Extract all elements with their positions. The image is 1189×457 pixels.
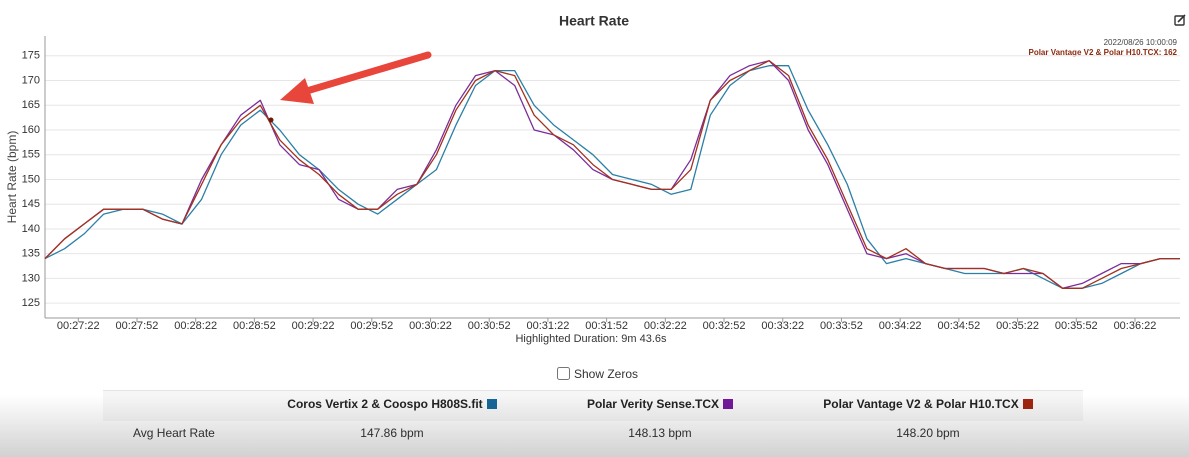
x-tick-label: 00:29:22 — [292, 320, 335, 332]
tooltip-label: Polar Vantage V2 & Polar H10.TCX: 162 — [1028, 48, 1177, 57]
show-zeros-control[interactable]: Show Zeros — [557, 367, 638, 381]
x-tick-label: 00:33:22 — [761, 320, 804, 332]
avg-value: 148.13 bpm — [628, 426, 692, 440]
series-line — [44, 65, 1180, 289]
edit-icon[interactable] — [1174, 14, 1186, 26]
tooltip-date: 2022/08/26 10:00:09 — [1104, 38, 1178, 47]
x-tick-label: 00:29:52 — [350, 320, 393, 332]
legend-swatch — [723, 399, 734, 409]
y-tick-label: 175 — [22, 50, 40, 62]
avg-value: 147.86 bpm — [360, 426, 424, 440]
x-tick-label: 00:31:22 — [527, 320, 570, 332]
x-tick-label: 00:35:22 — [996, 320, 1039, 332]
y-tick-label: 170 — [22, 74, 40, 86]
show-zeros-label: Show Zeros — [574, 367, 639, 381]
legend-swatch — [486, 399, 497, 409]
y-tick-label: 150 — [22, 173, 40, 185]
y-tick-label: 140 — [22, 223, 40, 235]
y-tick-label: 155 — [22, 149, 40, 161]
x-tick-label: 00:34:22 — [879, 320, 922, 332]
y-tick-label: 145 — [22, 198, 40, 210]
x-axis-label: Highlighted Duration: 9m 43.6s — [515, 333, 667, 345]
series-line — [44, 60, 1180, 289]
chart-title: Heart Rate — [559, 13, 629, 29]
y-tick-label: 165 — [22, 99, 40, 111]
x-tick-label: 00:27:52 — [116, 320, 159, 332]
hover-marker — [268, 117, 274, 123]
x-tick-label: 00:28:52 — [233, 320, 276, 332]
x-tick-label: 00:35:52 — [1055, 320, 1098, 332]
x-tick-label: 00:27:22 — [57, 320, 100, 332]
avg-value: 148.20 bpm — [896, 426, 960, 440]
x-tick-label: 00:32:52 — [703, 320, 746, 332]
x-tick-label: 00:33:52 — [820, 320, 863, 332]
y-tick-label: 130 — [22, 272, 40, 284]
legend-label: Polar Vantage V2 & Polar H10.TCX — [823, 397, 1019, 411]
annotation-arrow — [280, 51, 432, 104]
row-label: Avg Heart Rate — [133, 426, 215, 440]
legend-label: Coros Vertix 2 & Coospo H808S.fit — [287, 397, 483, 411]
y-tick-label: 135 — [22, 248, 40, 260]
x-tick-label: 00:34:52 — [937, 320, 980, 332]
legend-entry: Polar Verity Sense.TCX — [460, 397, 860, 411]
x-tick-label: 00:28:22 — [174, 320, 217, 332]
x-tick-label: 00:30:22 — [409, 320, 452, 332]
chart: Heart Rate Heart Rate (bpm) Highlighted … — [5, 13, 1186, 345]
show-zeros-checkbox[interactable] — [557, 367, 570, 380]
legend-entry: Polar Vantage V2 & Polar H10.TCX — [728, 397, 1128, 411]
x-tick-label: 00:31:52 — [585, 320, 628, 332]
y-tick-label: 125 — [22, 297, 40, 309]
table-header — [103, 390, 1083, 421]
legend-label: Polar Verity Sense.TCX — [586, 397, 720, 411]
x-tick-label: 00:30:52 — [468, 320, 511, 332]
y-axis-label: Heart Rate (bpm) — [5, 131, 19, 224]
legend-entry: Coros Vertix 2 & Coospo H808S.fit — [192, 397, 592, 411]
x-tick-label: 00:32:22 — [644, 320, 687, 332]
legend-swatch — [1022, 399, 1033, 409]
y-tick-label: 160 — [22, 124, 40, 136]
x-tick-label: 00:36:22 — [1114, 320, 1157, 332]
